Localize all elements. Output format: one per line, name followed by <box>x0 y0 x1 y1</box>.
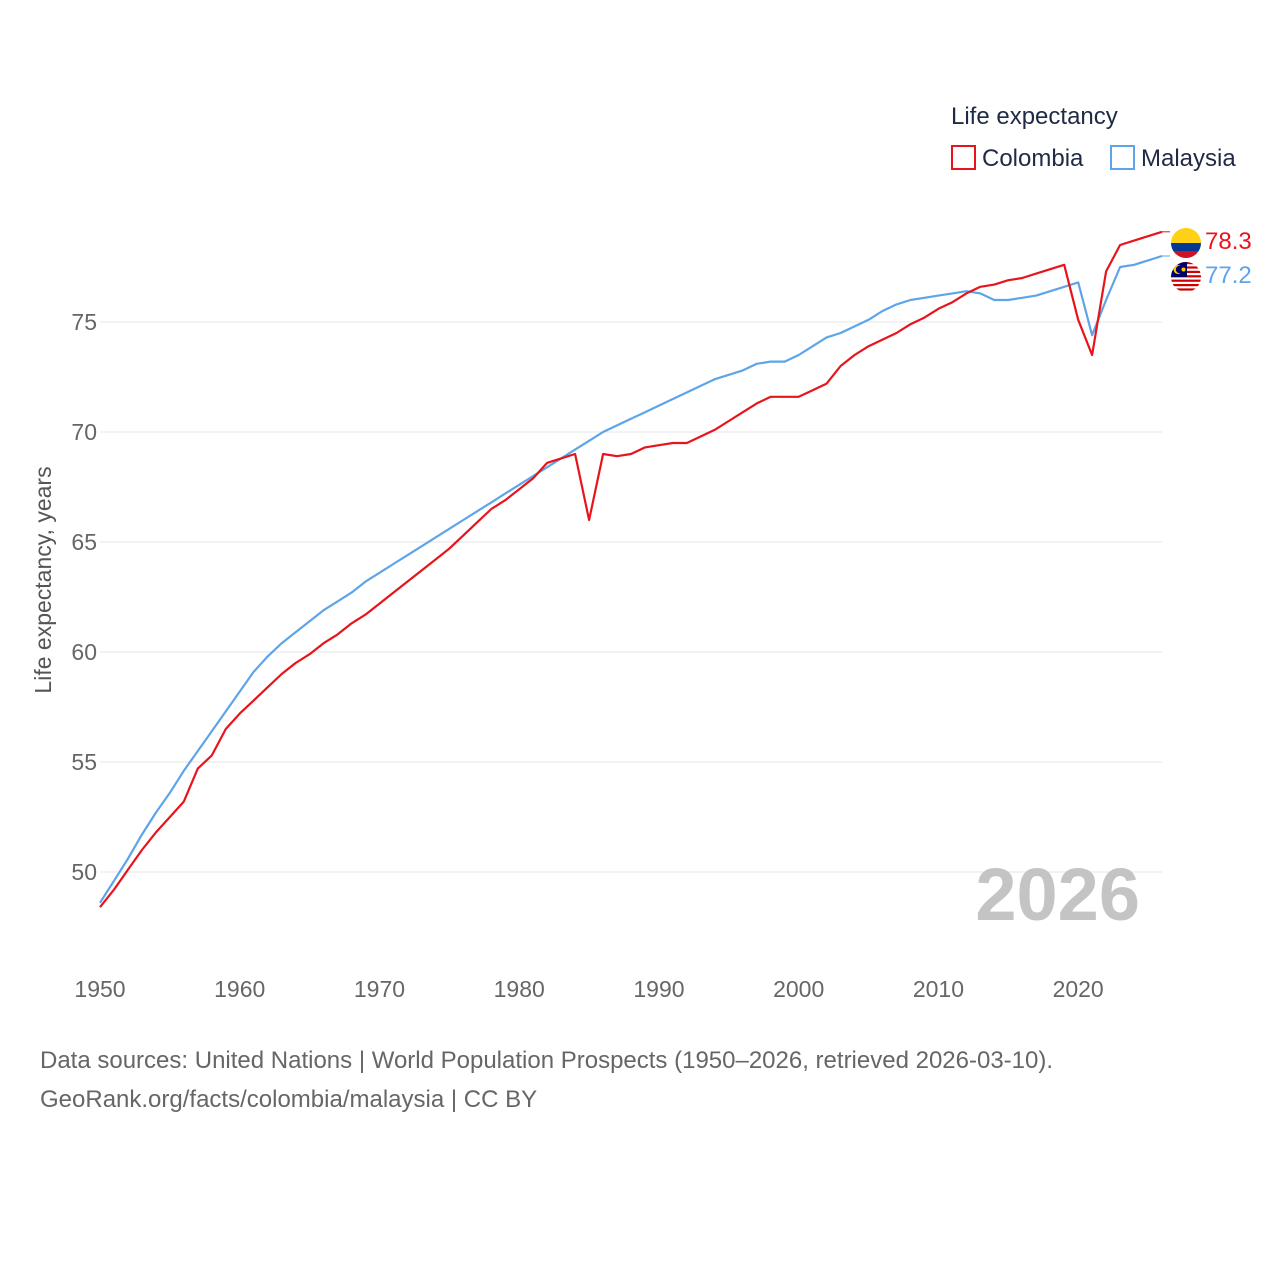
y-tick-labels: 50 55 60 65 70 75 <box>71 309 97 885</box>
x-tick-1950: 1950 <box>74 976 125 1002</box>
year-label: 2026 <box>975 853 1140 936</box>
series-line-malaysia <box>99 254 1163 904</box>
source-text: Data sources: United Nations | World Pop… <box>40 1047 1054 1074</box>
x-tick-1960: 1960 <box>214 976 265 1002</box>
legend-swatch-colombia <box>951 145 976 170</box>
malaysia-flag-icon <box>1171 262 1201 292</box>
x-tick-2000: 2000 <box>773 976 824 1002</box>
legend-label-malaysia: Malaysia <box>1141 145 1236 172</box>
x-tick-1990: 1990 <box>633 976 684 1002</box>
x-tick-1980: 1980 <box>494 976 545 1002</box>
y-tick-60: 60 <box>71 639 97 665</box>
legend-swatch-malaysia <box>1110 145 1135 170</box>
legend-item-colombia[interactable]: Colombia <box>951 145 1084 172</box>
colombia-end-value: 78.3 <box>1205 228 1252 255</box>
y-tick-75: 75 <box>71 309 97 335</box>
legend-label-colombia: Colombia <box>982 145 1084 172</box>
y-tick-65: 65 <box>71 529 97 555</box>
x-tick-1970: 1970 <box>354 976 405 1002</box>
x-tick-2010: 2010 <box>913 976 964 1002</box>
legend-title: Life expectancy <box>951 103 1118 130</box>
gridlines <box>100 321 1162 873</box>
x-tick-2020: 2020 <box>1053 976 1104 1002</box>
attribution-text: GeoRank.org/facts/colombia/malaysia | CC… <box>40 1086 538 1113</box>
legend-item-malaysia[interactable]: Malaysia <box>1110 145 1236 172</box>
colombia-flag-icon <box>1171 228 1201 258</box>
y-tick-70: 70 <box>71 419 97 445</box>
series-lines <box>99 230 1170 908</box>
series-line-colombia <box>99 230 1163 908</box>
y-tick-55: 55 <box>71 749 97 775</box>
y-axis-label: Life expectancy, years <box>30 466 56 693</box>
malaysia-end-value: 77.2 <box>1205 262 1252 289</box>
x-tick-labels: 1950 1960 1970 1980 1990 2000 2010 2020 <box>74 976 1103 1002</box>
legend: Life expectancy Colombia Malaysia <box>951 103 1236 172</box>
y-tick-50: 50 <box>71 859 97 885</box>
